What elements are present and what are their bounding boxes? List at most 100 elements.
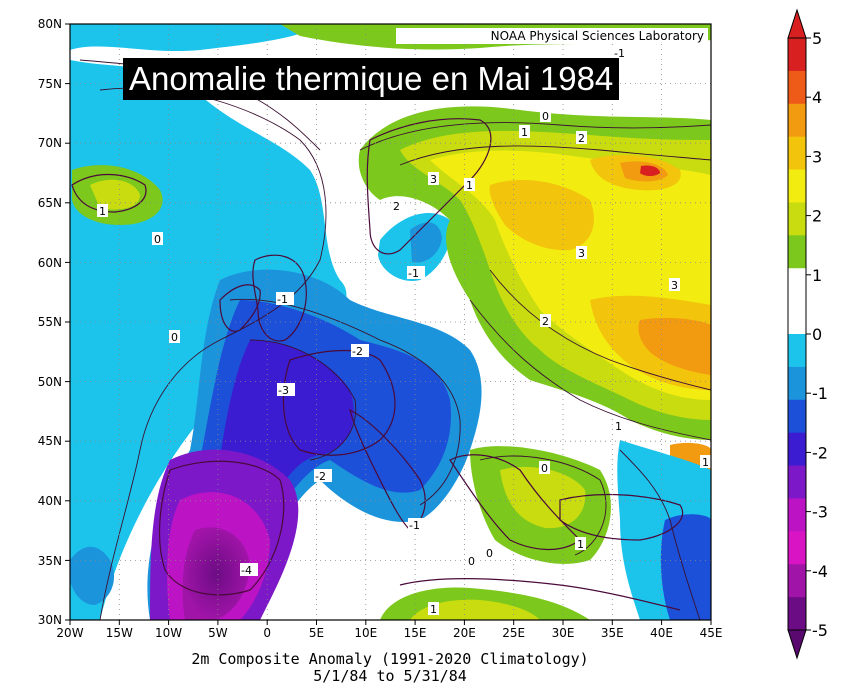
contour-line [399,145,711,166]
contour-label-text: -1 [408,267,419,280]
colorbar-cell [788,564,806,598]
colorbar-cells [788,38,806,631]
lon-tick-label: 5W [208,626,228,640]
colorbar-cell [788,136,806,171]
lat-tick-label: 50N [38,375,62,389]
colorbar-ticks: 5 4 3 2 1 0 -1 -2 -3 -4 -5 [806,29,828,640]
colorbar-top-arrow [787,8,807,39]
lat-tick-label: 70N [38,136,62,150]
lat-tick-label: 55N [38,315,62,329]
contour-label-text: -1 [409,519,420,532]
contour-label: 2 [576,131,587,145]
contour-label-text: 3 [578,247,585,260]
lon-tick-label: 45E [700,626,723,640]
turkey-coast [559,493,684,541]
lon-tick-label: 30E [552,626,575,640]
contour-label-text: -2 [352,345,363,358]
colorbar-cell [788,531,806,565]
contour-label: -1 [407,266,425,280]
contour-label-text: 0 [542,110,549,123]
contour-label-text: 3 [671,279,678,292]
contour-label: 3 [576,246,587,260]
lon-tick-label: 20E [453,626,476,640]
contour-label: 0 [540,109,551,123]
russia-warm-max [638,317,711,375]
colorbar-cell [788,432,806,467]
contour-label: 1 [519,125,530,139]
contour-label-text: 1 [466,179,473,192]
colorbar-cell [788,169,806,203]
contour-label-text: -4 [241,564,252,577]
finland-warm-core [489,180,594,251]
colorbar-cell [788,498,806,532]
colorbar-cell [788,268,806,302]
contour-label: 0 [539,461,550,475]
contour-label-text: 0 [541,462,548,475]
africa-coast [399,577,681,611]
lon-tick-label: 20W [56,626,83,640]
colorbar-cell [788,103,806,138]
credit-label: NOAA Physical Sciences Laboratory [396,28,708,44]
colorbar-cell [788,334,806,368]
contour-label: -1 [612,46,626,60]
date-caption: 5/1/84 to 5/31/84 [313,667,467,685]
colorbar-tick-label: 2 [812,207,822,226]
kola-warm-max [640,165,660,176]
lat-tick-label: 35N [38,554,62,568]
britain-coast [252,254,307,342]
contour-label: 3 [669,278,680,292]
contour-line [249,339,357,461]
contour-label-text: 2 [542,315,549,328]
contour-label-text: 2 [578,132,585,145]
lon-tick-label: 10E [354,626,377,640]
contour-label-text: 1 [615,420,622,433]
iberia-cold-max [182,527,250,620]
contour-label-text: 0 [486,547,493,560]
colorbar-tick-label: 5 [812,29,822,48]
contour-label-text: 1 [430,603,437,616]
contour-label: 0 [169,330,180,344]
colorbar-tick-label: 3 [812,147,822,166]
contour-label-text: -3 [278,384,289,397]
contour-label: 3 [428,172,439,186]
colorbar: 5 4 3 2 1 0 -1 -2 -3 -4 -5 [787,8,828,660]
contour-label-text: 2 [393,200,400,213]
lon-tick-label: 5E [309,626,324,640]
colorbar-cell [788,38,806,72]
colorbar-tick-label: -1 [812,384,828,403]
lon-tick-label: 15E [404,626,427,640]
contour-label: 1 [700,455,711,469]
lon-tick-label: 35E [601,626,624,640]
lat-tick-label: 75N [38,77,62,91]
colorbar-tick-label: -2 [812,443,828,462]
contour-label-text: 1 [577,538,584,551]
colorbar-bottom-arrow [787,629,807,660]
lon-tick-label: 40E [650,626,673,640]
contour-label: 1 [464,178,475,192]
contour-label: 0 [466,554,477,568]
contour-label-text: -1 [614,47,625,60]
contour-label: 1 [575,537,586,551]
contour-label-text: -1 [277,293,288,306]
contour-label-text: 3 [430,173,437,186]
colorbar-tick-label: -3 [812,503,828,522]
contour-label-text: 1 [702,456,709,469]
contour-label: 1 [613,419,624,433]
contour-label-text: 0 [468,555,475,568]
iberia-coast [158,460,285,596]
lon-tick-label: 10W [155,626,182,640]
contour-line [359,122,711,151]
contour-label: 0 [484,546,495,560]
contour-label-text: 1 [521,126,528,139]
colorbar-tick-label: -5 [812,621,828,640]
contour-line [479,455,607,556]
colorbar-cell [788,597,806,631]
colorbar-cell [788,301,806,335]
colorbar-tick-label: 1 [812,266,822,285]
contour-label: -2 [351,344,369,358]
colorbar-cell [788,366,806,401]
contour-label: -1 [276,292,294,306]
contour-label: -4 [240,563,258,577]
latitude-axis: 80N 75N 70N 65N 60N 55N 50N 45N 40N 35N … [38,17,62,627]
